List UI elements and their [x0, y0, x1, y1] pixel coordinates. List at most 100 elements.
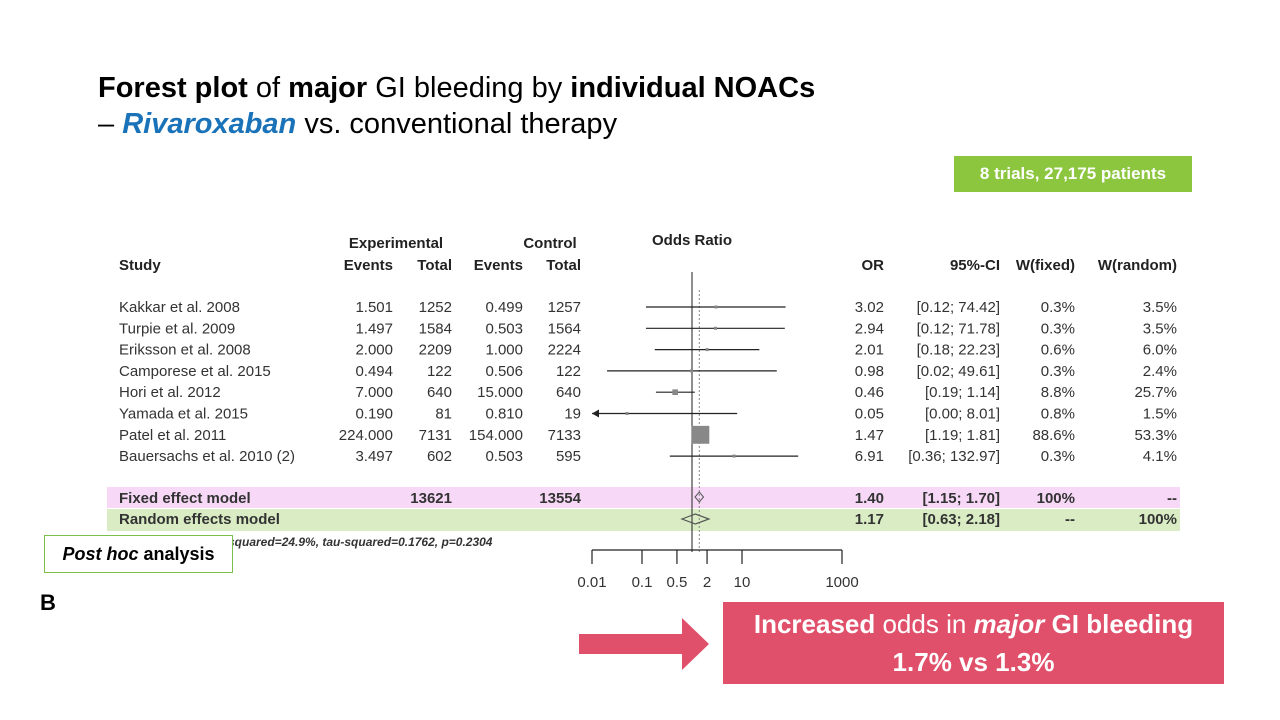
c-total: 1257: [548, 299, 581, 316]
title-of: of: [247, 72, 289, 104]
c-total: 7133: [548, 427, 581, 444]
ci-value: [1.19; 1.81]: [925, 427, 1000, 444]
study-name: Bauersachs et al. 2010 (2): [119, 448, 295, 465]
study-name: Eriksson et al. 2008: [119, 342, 251, 359]
study-name: Turpie et al. 2009: [119, 320, 235, 337]
c-total: 2224: [548, 342, 581, 359]
header-c-total: Total: [546, 257, 581, 274]
x-tick-label: 0.01: [577, 574, 606, 591]
callout-gi-bleeding: GI bleeding: [1044, 609, 1194, 639]
c-total: 1564: [548, 320, 581, 337]
study-name: Yamada et al. 2015: [119, 406, 248, 423]
random-ci: [0.63; 2.18]: [922, 511, 1000, 528]
heterogeneity-text: squared=24.9%, tau-squared=0.1762, p=0.2…: [228, 535, 493, 549]
e-total: 1584: [419, 320, 452, 337]
title-gi-bleeding: GI bleeding by: [367, 72, 571, 104]
e-events: 1.501: [355, 299, 393, 316]
callout-increased: Increased: [753, 609, 876, 639]
study-name: Patel et al. 2011: [119, 427, 226, 444]
title-dash: –: [98, 108, 123, 140]
e-events: 3.497: [355, 448, 393, 465]
wrandom-value: 53.3%: [1134, 427, 1177, 444]
result-callout: Increased odds in major GI bleeding 1.7%…: [723, 602, 1224, 684]
wfixed-value: 0.3%: [1041, 448, 1075, 465]
random-wfixed: --: [1065, 511, 1075, 528]
trials-badge: 8 trials, 27,175 patients: [954, 156, 1192, 192]
or-value: 0.98: [855, 363, 884, 380]
slide-title: Forest plot of major GI bleeding by indi…: [98, 70, 815, 142]
wfixed-value: 0.3%: [1041, 363, 1075, 380]
wrandom-value: 1.5%: [1143, 406, 1177, 423]
callout-percent: 1.7% vs 1.3%: [892, 647, 1055, 677]
fixed-c-total: 13554: [539, 490, 581, 507]
e-total: 122: [427, 363, 452, 380]
point-estimate: [690, 369, 694, 373]
e-total: 7131: [419, 427, 452, 444]
fixed-band: [107, 487, 1180, 508]
header-wrandom: W(random): [1098, 257, 1177, 274]
ci-value: [0.36; 132.97]: [908, 448, 1000, 465]
wrandom-value: 6.0%: [1143, 342, 1177, 359]
or-value: 2.01: [855, 342, 884, 359]
title-noacs: individual NOACs: [570, 72, 816, 104]
e-total: 81: [435, 406, 452, 423]
x-tick-label: 2: [703, 574, 711, 591]
e-events: 224.000: [339, 427, 393, 444]
header-or: OR: [862, 257, 885, 274]
or-value: 3.02: [855, 299, 884, 316]
x-tick-label: 0.5: [667, 574, 688, 591]
callout-line-1: Increased odds in major GI bleeding: [723, 605, 1224, 643]
c-events: 0.499: [485, 299, 523, 316]
e-total: 2209: [419, 342, 452, 359]
ci-value: [0.12; 74.42]: [917, 299, 1000, 316]
fixed-wfixed: 100%: [1037, 490, 1075, 507]
c-total: 19: [564, 406, 581, 423]
ci-value: [0.00; 8.01]: [925, 406, 1000, 423]
wfixed-value: 88.6%: [1032, 427, 1075, 444]
or-value: 1.47: [855, 427, 884, 444]
wfixed-value: 8.8%: [1041, 384, 1075, 401]
or-value: 2.94: [855, 320, 884, 337]
ci-value: [0.02; 49.61]: [917, 363, 1000, 380]
title-line-2: – Rivaroxaban vs. conventional therapy: [98, 106, 815, 142]
header-c-events: Events: [474, 257, 523, 274]
e-events: 2.000: [355, 342, 393, 359]
posthoc-label: Post hoc analysis: [44, 535, 233, 573]
random-band: [107, 509, 1180, 531]
random-or: 1.17: [855, 511, 884, 528]
wrandom-value: 3.5%: [1143, 299, 1177, 316]
callout-major: major: [973, 609, 1045, 639]
study-name: Camporese et al. 2015: [119, 363, 271, 380]
title-comparison: vs. conventional therapy: [296, 108, 618, 140]
fixed-ci: [1.15; 1.70]: [922, 490, 1000, 507]
e-events: 0.190: [355, 406, 393, 423]
c-events: 15.000: [477, 384, 523, 401]
point-estimate: [732, 454, 736, 458]
fixed-diamond: [694, 491, 705, 503]
header-odds-ratio: Odds Ratio: [652, 232, 732, 249]
wfixed-value: 0.3%: [1041, 299, 1075, 316]
ci-value: [0.12; 71.78]: [917, 320, 1000, 337]
point-estimate: [672, 389, 678, 396]
ci-arrow: [592, 409, 599, 418]
e-total: 1252: [419, 299, 452, 316]
random-wrandom: 100%: [1139, 511, 1177, 528]
x-tick-label: 0.1: [632, 574, 653, 591]
header-experimental: Experimental: [349, 235, 443, 252]
wrandom-value: 3.5%: [1143, 320, 1177, 337]
c-events: 154.000: [469, 427, 523, 444]
title-drug: Rivaroxaban: [122, 108, 297, 140]
wfixed-value: 0.6%: [1041, 342, 1075, 359]
header-e-total: Total: [417, 257, 452, 274]
title-major: major: [288, 72, 368, 104]
title-line-1: Forest plot of major GI bleeding by indi…: [98, 70, 815, 106]
x-tick-label: 10: [734, 574, 751, 591]
point-estimate: [714, 305, 718, 309]
e-total: 640: [427, 384, 452, 401]
fixed-label: Fixed effect model: [119, 490, 251, 507]
c-total: 595: [556, 448, 581, 465]
point-estimate: [625, 412, 629, 415]
or-value: 6.91: [855, 448, 884, 465]
point-estimate: [691, 425, 710, 444]
